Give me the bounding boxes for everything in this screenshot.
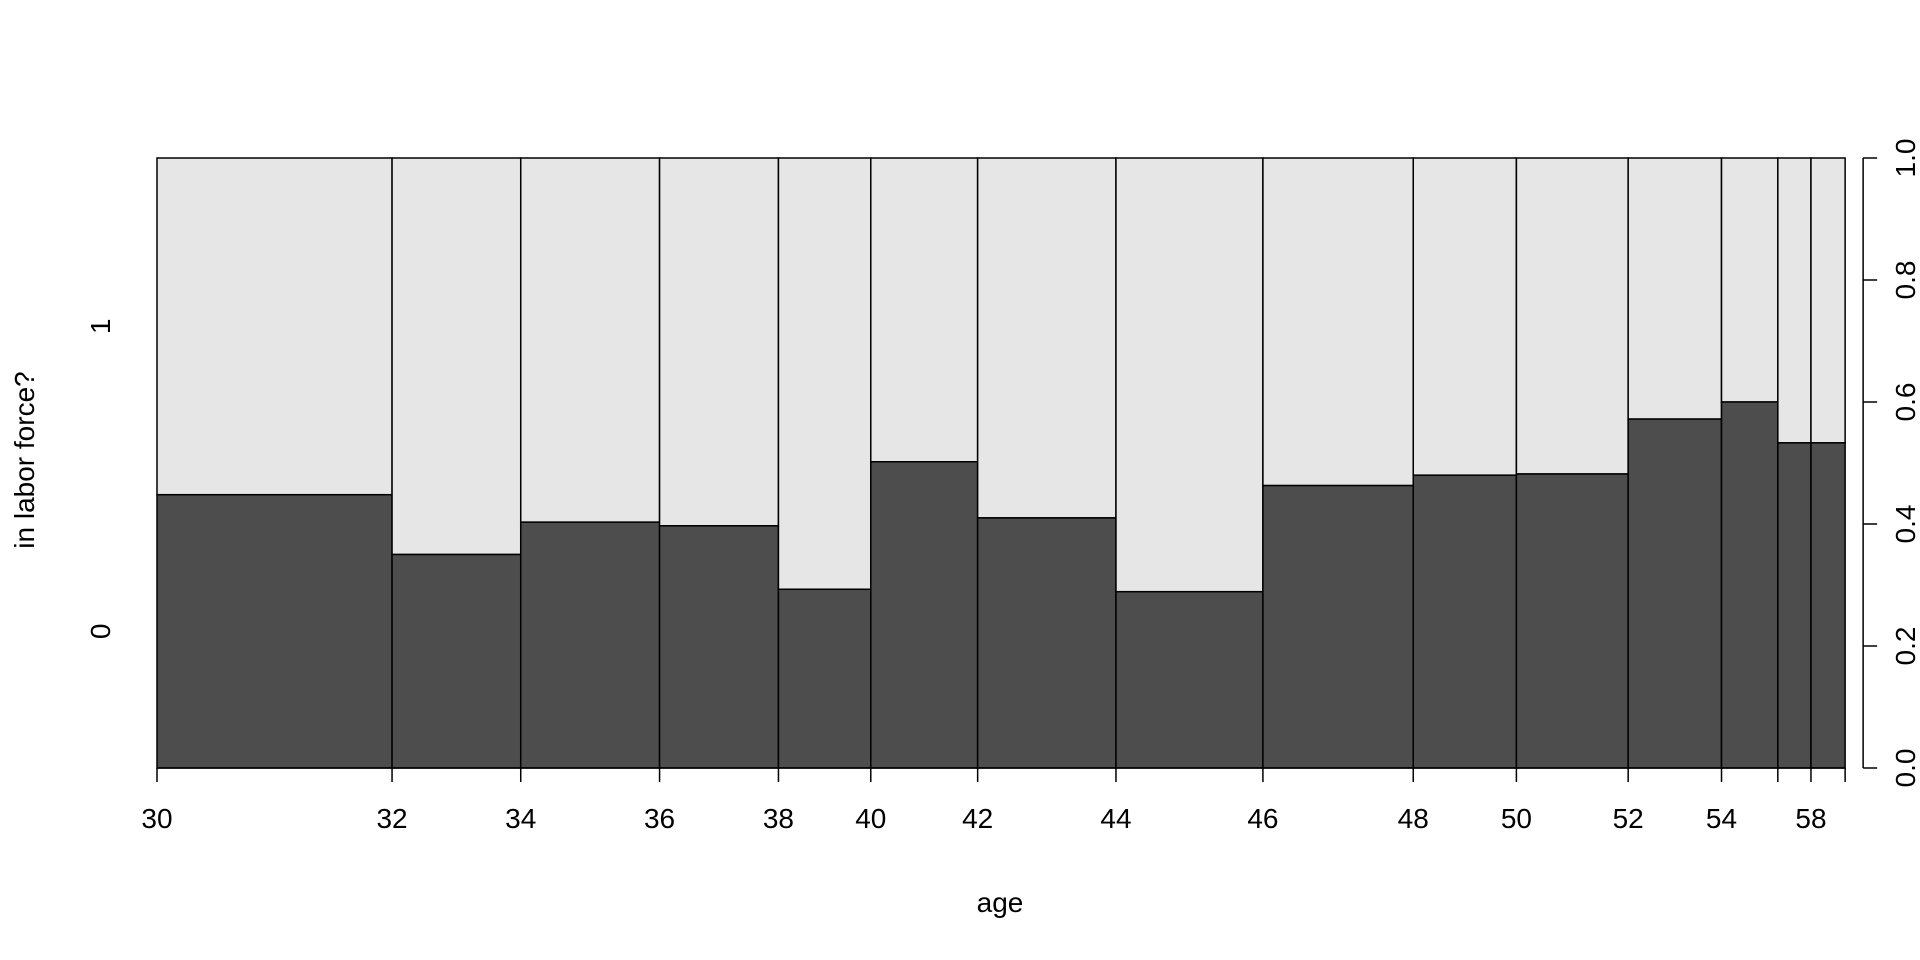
y-axis-label: in labor force? — [9, 371, 40, 548]
bar-segment-0 — [1777, 442, 1812, 769]
x-tick-label: 52 — [1613, 803, 1644, 834]
bar-segment-0 — [777, 588, 872, 769]
bar-segment-1 — [1777, 157, 1812, 444]
x-tick-label: 32 — [376, 803, 407, 834]
bar-segment-1 — [658, 157, 780, 527]
bar-segment-1 — [1810, 157, 1846, 444]
bar-segment-0 — [1262, 484, 1414, 769]
x-tick-label: 40 — [855, 803, 886, 834]
bar-segment-0 — [870, 461, 979, 769]
spineplot-bars — [156, 157, 1846, 769]
right-tick-label: 0.6 — [1890, 383, 1920, 422]
y-axis-left: 01 — [85, 319, 116, 640]
bar-segment-1 — [519, 157, 661, 523]
bar-segment-0 — [1515, 473, 1629, 769]
x-tick-label: 44 — [1100, 803, 1131, 834]
y-category-label: 0 — [85, 624, 116, 640]
bar-segment-0 — [391, 553, 522, 769]
bar-segment-1 — [1262, 157, 1414, 487]
x-tick-label: 54 — [1706, 803, 1737, 834]
bar-segment-0 — [1627, 418, 1723, 769]
bar-segment-1 — [870, 157, 979, 463]
right-tick-label: 0.4 — [1890, 505, 1920, 544]
bar-segment-0 — [519, 521, 661, 769]
bar-segment-1 — [156, 157, 393, 496]
x-tick-label: 34 — [505, 803, 536, 834]
bar-segment-1 — [777, 157, 872, 591]
right-tick-label: 0.0 — [1890, 749, 1920, 788]
bar-segment-0 — [658, 525, 780, 769]
bar-segment-1 — [1515, 157, 1629, 475]
bar-segment-1 — [1115, 157, 1264, 593]
x-tick-label: 46 — [1247, 803, 1278, 834]
x-tick-label: 48 — [1398, 803, 1429, 834]
bar-segment-0 — [156, 493, 393, 769]
bar-segment-0 — [1412, 474, 1518, 769]
bar-segment-1 — [976, 157, 1117, 519]
x-tick-label: 36 — [644, 803, 675, 834]
bar-segment-1 — [1627, 157, 1723, 420]
x-axis: 30 32 34 36 38 40 42 44 46 48 50 52 54 58 — [141, 767, 1846, 834]
bar-segment-0 — [1115, 590, 1264, 769]
bar-segment-1 — [391, 157, 522, 556]
x-tick-label: 30 — [141, 803, 172, 834]
x-tick-label: 42 — [962, 803, 993, 834]
x-tick-label: 50 — [1501, 803, 1532, 834]
bar-segment-1 — [1412, 157, 1518, 476]
bar-segment-1 — [1720, 157, 1779, 403]
right-tick-label: 0.2 — [1890, 627, 1920, 666]
y-axis-right: 0.0 0.2 0.4 0.6 0.8 1.0 — [1862, 139, 1920, 788]
y-category-label: 1 — [85, 319, 116, 335]
x-axis-label: age — [977, 887, 1024, 918]
x-tick-label: 38 — [763, 803, 794, 834]
right-tick-label: 1.0 — [1890, 139, 1920, 178]
right-tick-label: 0.8 — [1890, 261, 1920, 300]
x-tick-label: 58 — [1795, 803, 1826, 834]
bar-segment-0 — [1810, 442, 1846, 769]
bar-segment-0 — [976, 517, 1117, 769]
bar-segment-0 — [1720, 401, 1779, 769]
